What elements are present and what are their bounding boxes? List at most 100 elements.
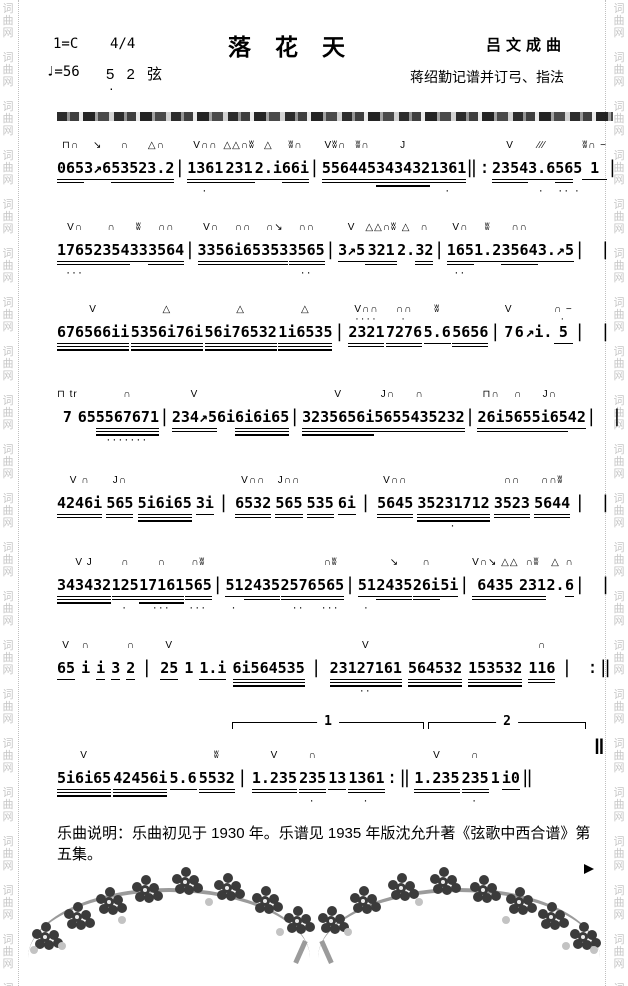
note-group: △ 1i6535 (278, 303, 333, 360)
note-group: 1.i (199, 639, 227, 696)
watermark-character: 词 (2, 248, 14, 260)
watermark-character: 网 (613, 615, 625, 627)
watermark-character: 词 (2, 52, 14, 64)
barline: ‖ (522, 767, 535, 788)
note-group: V∩ 335 (197, 221, 225, 278)
watermark-character: 曲 (613, 946, 625, 958)
watermark-character: 网 (2, 664, 14, 676)
watermark-character: 网 (2, 321, 14, 333)
barline: | | (574, 239, 613, 260)
plum-bud (276, 928, 284, 936)
barline: | (236, 767, 250, 788)
watermark-character: 词 (613, 101, 625, 113)
plum-blossom-cluster (438, 877, 448, 887)
barline: | (334, 321, 347, 342)
watermark-character: 曲 (2, 848, 14, 860)
right-watermark-column: 词曲网词曲网词曲网词曲网词曲网词曲网词曲网词曲网词曲网词曲网词曲网词曲网词曲网词… (611, 4, 627, 986)
note-group: J 343432 (376, 139, 431, 196)
music-system-3: V 676566ii △ 5356i76i △ 56i76532 △ 1i653… (57, 303, 613, 360)
watermark-character: 网 (2, 958, 14, 970)
note-group: ∕∕∕ 3.6 · (528, 140, 556, 197)
watermark-character: 词 (2, 395, 14, 407)
watermark-character: 网 (2, 811, 14, 823)
note-group: ∩ 125 · (111, 557, 139, 614)
note-group: ↘ 3↗6 (84, 139, 112, 196)
note-group: J∩ 5i65 (531, 388, 568, 445)
music-system-2: V∩ 1765 ··· ∩ 2354 ʬ 33 ∩∩ 3564 | V∩ 335 ∩… (57, 221, 613, 278)
plum-blossom-cluster (396, 883, 406, 893)
note-group: V∩∩ 6532 (235, 474, 272, 531)
note-group: ʬ∩ 445 (348, 139, 377, 196)
note-group: 42456i (113, 749, 168, 806)
watermark-character: 曲 (613, 554, 625, 566)
note-group: ⊓∩ 26i (477, 388, 505, 445)
watermark-character: 曲 (2, 554, 14, 566)
watermark-character: 词 (2, 738, 14, 750)
watermark-character: 网 (613, 958, 625, 970)
note-group: 1 (184, 659, 194, 677)
note-group: V J 343432 (57, 556, 112, 613)
watermark-character: 词 (613, 787, 625, 799)
watermark-character: 曲 (613, 505, 625, 517)
watermark-character: 词 (2, 150, 14, 162)
watermark-character: 曲 (2, 652, 14, 664)
watermark-character: 曲 (2, 162, 14, 174)
watermark-character: 网 (613, 909, 625, 921)
note-group: V 1.235 (414, 749, 460, 806)
note-group: ∩ 116 (528, 639, 556, 696)
watermark-character: 网 (2, 566, 14, 578)
branch-arch-right (318, 888, 600, 958)
note-group: 3i (195, 474, 214, 531)
watermark-character: 网 (2, 762, 14, 774)
note-group: 153532 (468, 639, 523, 696)
watermark-character: 网 (613, 125, 625, 137)
watermark-character: 词 (613, 934, 625, 946)
note-group: ∩ 565 (504, 388, 532, 445)
watermark-character: 网 (2, 223, 14, 235)
watermark-character: 曲 (2, 15, 14, 27)
note-group: 564532 (407, 639, 463, 696)
plum-blossom-cluster (326, 916, 336, 926)
watermark-character: 词 (613, 591, 625, 603)
note-group: V 234↗5 (171, 388, 217, 445)
watermark-character: 曲 (2, 211, 14, 223)
watermark-character: 词 (614, 984, 625, 986)
barline: | (360, 492, 373, 513)
barline: ‖: (466, 157, 493, 178)
watermark-character: 曲 (613, 358, 625, 370)
plum-blossom-cluster (104, 897, 114, 907)
note-group: △ 5356i76i (130, 303, 204, 360)
string-tuning: 5 2 弦 (106, 66, 167, 83)
watermark-character: 曲 (2, 309, 14, 321)
note-group: 42 (567, 388, 586, 445)
watermark-character: 曲 (2, 505, 14, 517)
note-group: ∩ i (81, 640, 91, 677)
music-system-1: ⊓∩ 065 ↘ 3↗6 ∩ 535 △∩ 23.2 | V∩∩ 1361 · △△… (57, 139, 628, 197)
plum-blossom-cluster (358, 896, 368, 906)
music-system-8: V 5i6i65 42456i 5.6 ʬ 5532 | V 1.235 ∩ 2… (57, 749, 535, 806)
watermark-character: 网 (613, 223, 625, 235)
note-group: 3 (111, 639, 121, 696)
tempo-marking: ♩=56 (46, 64, 80, 80)
note-group: V 3↗5 (338, 221, 366, 278)
watermark-character: 曲 (613, 897, 625, 909)
barline: | (212, 574, 226, 595)
note-group: ∩ 2354 (93, 221, 130, 278)
watermark-character: 网 (2, 272, 14, 284)
plum-bud (344, 928, 352, 936)
watermark-character: 词 (613, 3, 625, 15)
watermark-character: 词 (613, 640, 625, 652)
watermark-character: 曲 (613, 309, 625, 321)
watermark-character: 曲 (2, 113, 14, 125)
watermark-character: 词 (2, 787, 14, 799)
composer-credit: 吕文成曲 (486, 37, 567, 54)
barline: | (218, 492, 231, 513)
note-group: V 23127161 ·· (329, 640, 402, 697)
watermark-character: 词 (2, 346, 14, 358)
note-group: 5.6 (169, 749, 197, 806)
barline: | (184, 239, 198, 260)
note-group: V∩ 1765 ··· (57, 222, 94, 279)
watermark-character: 词 (3, 984, 14, 986)
right-dotted-rule (605, 0, 606, 986)
note-group: J∩∩ 565 (275, 474, 303, 531)
